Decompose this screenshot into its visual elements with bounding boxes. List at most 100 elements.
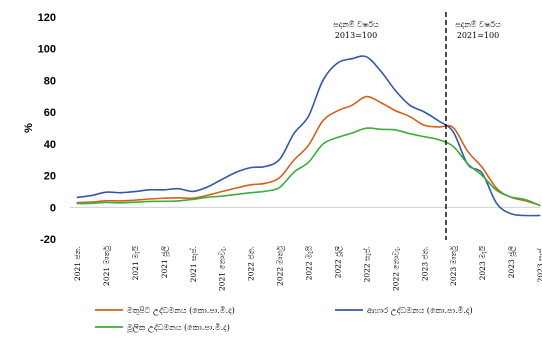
series-0: [76, 95, 541, 206]
data-point: [336, 62, 338, 64]
data-point: [177, 197, 179, 199]
y-tick-label: 20: [44, 171, 56, 183]
data-point: [192, 190, 194, 192]
x-tick-label: 2023 සැප්.: [535, 246, 542, 282]
data-point: [351, 58, 353, 60]
x-tick-label: 2021 සැප්.: [188, 246, 198, 282]
x-tick-label: 2023 මාර්තු: [448, 246, 458, 286]
legend-label: ආහාර උද්ධමනය (කො.පා.මි.ද): [367, 305, 473, 316]
data-point: [365, 127, 367, 129]
data-point: [496, 187, 498, 189]
series-line: [76, 95, 541, 206]
data-point: [481, 172, 483, 174]
legend-item: මූලික උද්ධමනය (කො.පා.මි.ද): [95, 322, 230, 333]
y-tick-label: 100: [38, 44, 56, 56]
data-point: [409, 104, 411, 106]
data-point: [134, 201, 136, 203]
x-tick-label: 2021 ජූලි: [160, 246, 170, 279]
data-point: [496, 189, 498, 191]
y-tick-label: 0: [50, 202, 56, 214]
data-point: [119, 200, 121, 202]
data-point: [481, 166, 483, 168]
data-point: [76, 202, 78, 203]
data-point: [423, 136, 425, 138]
data-point: [322, 143, 324, 145]
data-point: [221, 195, 223, 197]
data-point: [279, 187, 281, 188]
data-point: [452, 131, 454, 133]
data-point: [452, 145, 454, 147]
x-tick-label: 2022 සැප්.: [361, 246, 371, 282]
data-point: [119, 202, 121, 204]
data-point: [250, 192, 252, 194]
data-point: [525, 199, 526, 201]
data-point: [438, 120, 440, 122]
data-point: [91, 201, 92, 203]
data-point: [293, 132, 295, 134]
data-point: [423, 111, 425, 113]
data-point: [380, 102, 382, 104]
data-point: [177, 200, 179, 202]
data-point: [525, 200, 526, 202]
data-point: [163, 197, 165, 199]
data-point: [264, 166, 266, 167]
y-tick-label: 40: [44, 139, 56, 151]
data-point: [467, 163, 469, 165]
data-point: [336, 137, 338, 138]
annotation-base-2013-value: 2013=100: [335, 31, 377, 40]
y-tick-label: 120: [38, 12, 56, 24]
data-point: [163, 189, 165, 191]
data-point: [76, 203, 78, 205]
series-line: [76, 127, 541, 207]
y-tick-label: 80: [44, 75, 56, 87]
data-point: [177, 188, 179, 190]
data-point: [510, 196, 512, 198]
data-point: [279, 177, 281, 179]
legend: මතුපිට උද්ධමනය (කො.පා.මි.ද) ආහාර උද්ධමනය …: [95, 305, 473, 333]
legend-label: මූලික උද්ධමනය (කො.පා.මි.ද): [127, 322, 230, 333]
data-point: [380, 70, 382, 72]
data-point: [365, 56, 367, 58]
x-tick-label: 2022 මැයි: [304, 245, 313, 280]
data-point: [221, 179, 223, 180]
x-tick-label: 2022 ජූලි: [333, 246, 343, 279]
data-point: [394, 89, 396, 91]
annotation-base-2013: පදනම් වර්ෂය 2013=100: [333, 19, 379, 40]
series-lines: [76, 55, 541, 217]
data-point: [336, 110, 338, 112]
data-point: [380, 128, 382, 130]
x-tick-label: 2022 ජන.: [247, 246, 256, 281]
x-tick-label: 2023 ජන.: [420, 246, 429, 281]
x-tick-label: 2021 මැයි: [131, 245, 140, 280]
data-point: [134, 191, 136, 193]
series-2: [76, 127, 541, 207]
data-point: [134, 199, 136, 201]
data-point: [365, 96, 367, 98]
data-point: [250, 184, 252, 186]
data-point: [91, 195, 92, 197]
legend-item: මතුපිට උද්ධමනය (කො.පා.මි.ද): [95, 305, 235, 316]
legend-label: මතුපිට උද්ධමනය (කො.පා.මි.ද): [127, 305, 235, 316]
data-point: [206, 196, 208, 198]
data-point: [105, 191, 107, 193]
x-tick-label: 2022 මාර්තු: [275, 246, 285, 286]
data-point: [308, 115, 309, 117]
legend-item: ආහාර උද්ධමනය (කො.පා.මි.ද): [335, 305, 473, 316]
data-point: [409, 116, 411, 118]
data-point: [206, 194, 208, 196]
data-point: [423, 124, 425, 126]
series-1: [76, 55, 541, 217]
data-point: [438, 126, 440, 128]
y-tick-label: -20: [40, 234, 56, 246]
data-point: [148, 200, 150, 202]
data-point: [76, 197, 78, 198]
x-tick-label: 2021 මාර්තු: [101, 246, 111, 286]
data-point: [148, 189, 150, 191]
data-point: [496, 202, 498, 204]
data-point: [91, 202, 92, 204]
data-point: [105, 202, 107, 203]
y-axis-tick-labels: -20 0 20 40 60 80 100 120: [38, 12, 56, 246]
series-line: [76, 55, 541, 217]
data-point: [235, 193, 237, 195]
data-point: [250, 167, 252, 169]
